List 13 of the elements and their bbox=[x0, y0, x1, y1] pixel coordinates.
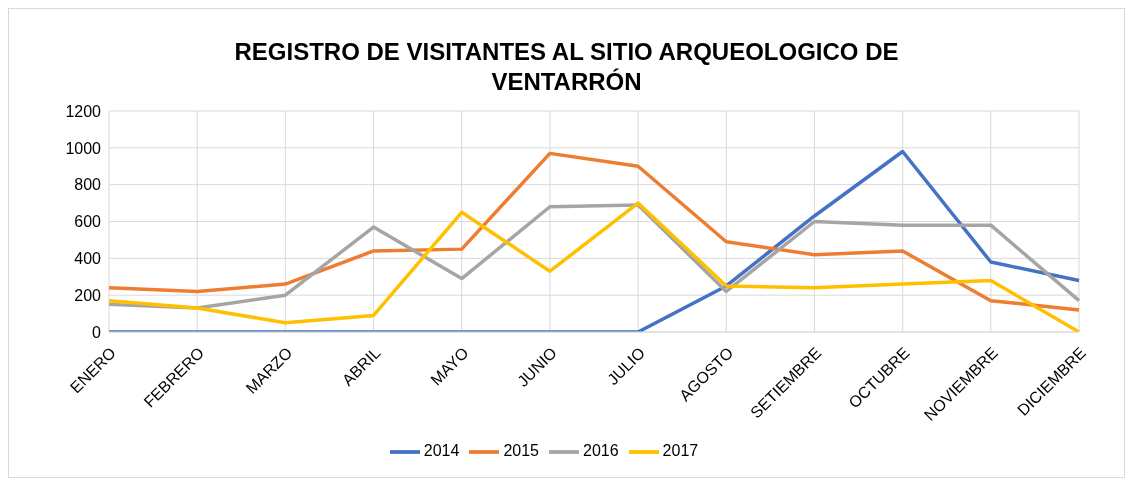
chart-title: REGISTRO DE VISITANTES AL SITIO ARQUEOLOGICO DE VENTARRÓN bbox=[233, 37, 900, 97]
y-tick-label: 200 bbox=[74, 286, 102, 304]
y-tick-label: 400 bbox=[74, 250, 102, 268]
y-tick-label: 0 bbox=[92, 323, 102, 341]
legend-label: 2016 bbox=[583, 442, 619, 460]
legend-label: 2014 bbox=[423, 442, 460, 460]
legend-label: 2015 bbox=[503, 442, 539, 460]
y-tick-label: 1200 bbox=[65, 102, 102, 120]
y-tick-label: 1000 bbox=[65, 139, 102, 157]
y-tick-label: 600 bbox=[74, 213, 102, 231]
y-tick-label: 800 bbox=[74, 176, 102, 194]
legend-label: 2017 bbox=[662, 442, 699, 460]
line-series bbox=[107, 203, 1081, 310]
